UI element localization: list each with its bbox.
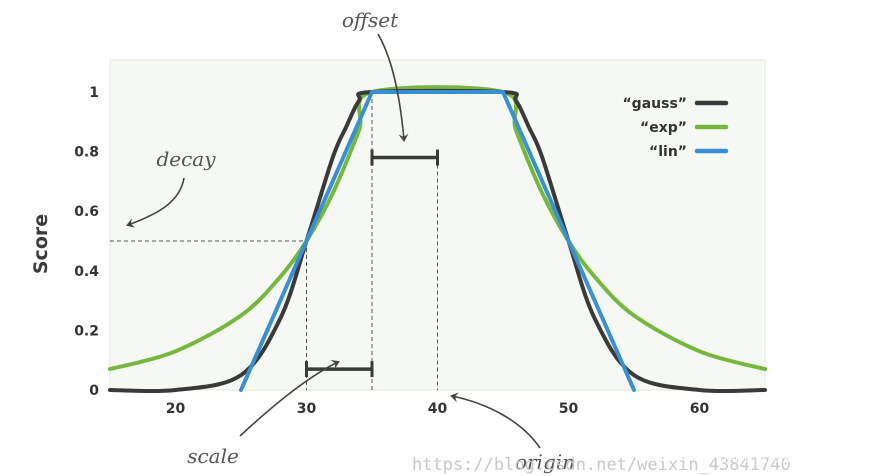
legend-exp: “exp” [640,120,729,136]
x-tick-label: 50 [559,401,579,417]
legend-gauss: “gauss” [622,96,729,112]
x-tick-label: 40 [428,401,448,417]
lin-series-line [239,90,636,392]
annotation-origin: origin [515,450,575,474]
annotation-scale: scale [187,444,239,468]
y-axis-label: Score [30,214,52,274]
decay-arrow [126,177,185,228]
guide-lines [110,92,438,390]
x-axis: 20 30 40 50 60 [166,401,710,417]
y-axis: 0 0.2 0.4 0.6 0.8 1 [74,85,99,399]
y-tick-label: 0 [89,383,99,399]
y-tick-label: 0.8 [74,145,99,161]
origin-arrow [450,392,541,449]
x-tick-label: 30 [297,401,317,417]
offset-bracket [370,149,439,166]
series-lines [108,85,767,394]
annotation-decay: decay [156,147,216,171]
offset-arrow [377,33,409,142]
legend: “gauss” “exp” “lin” [622,96,729,160]
y-tick-label: 1 [89,85,99,101]
exp-series-line [108,85,767,372]
y-tick-label: 0.6 [74,204,99,220]
annotation-offset: offset [342,8,399,32]
y-tick-label: 0.2 [74,323,99,339]
watermark-url: https://blog.csdn.net/weixin_43841740 [412,455,791,475]
x-tick-label: 60 [690,401,710,417]
legend-lin-label: “lin” [649,144,687,160]
legend-gauss-label: “gauss” [622,96,687,112]
watermark-label: CSDN @时间不会赖着不走 [646,447,829,465]
legend-lin: “lin” [649,144,729,160]
range-brackets [305,149,439,378]
y-tick-label: 0.4 [74,264,99,280]
legend-exp-label: “exp” [640,120,687,136]
scale-arrow [239,360,340,437]
scale-bracket [305,361,374,378]
x-tick-label: 20 [166,401,186,417]
